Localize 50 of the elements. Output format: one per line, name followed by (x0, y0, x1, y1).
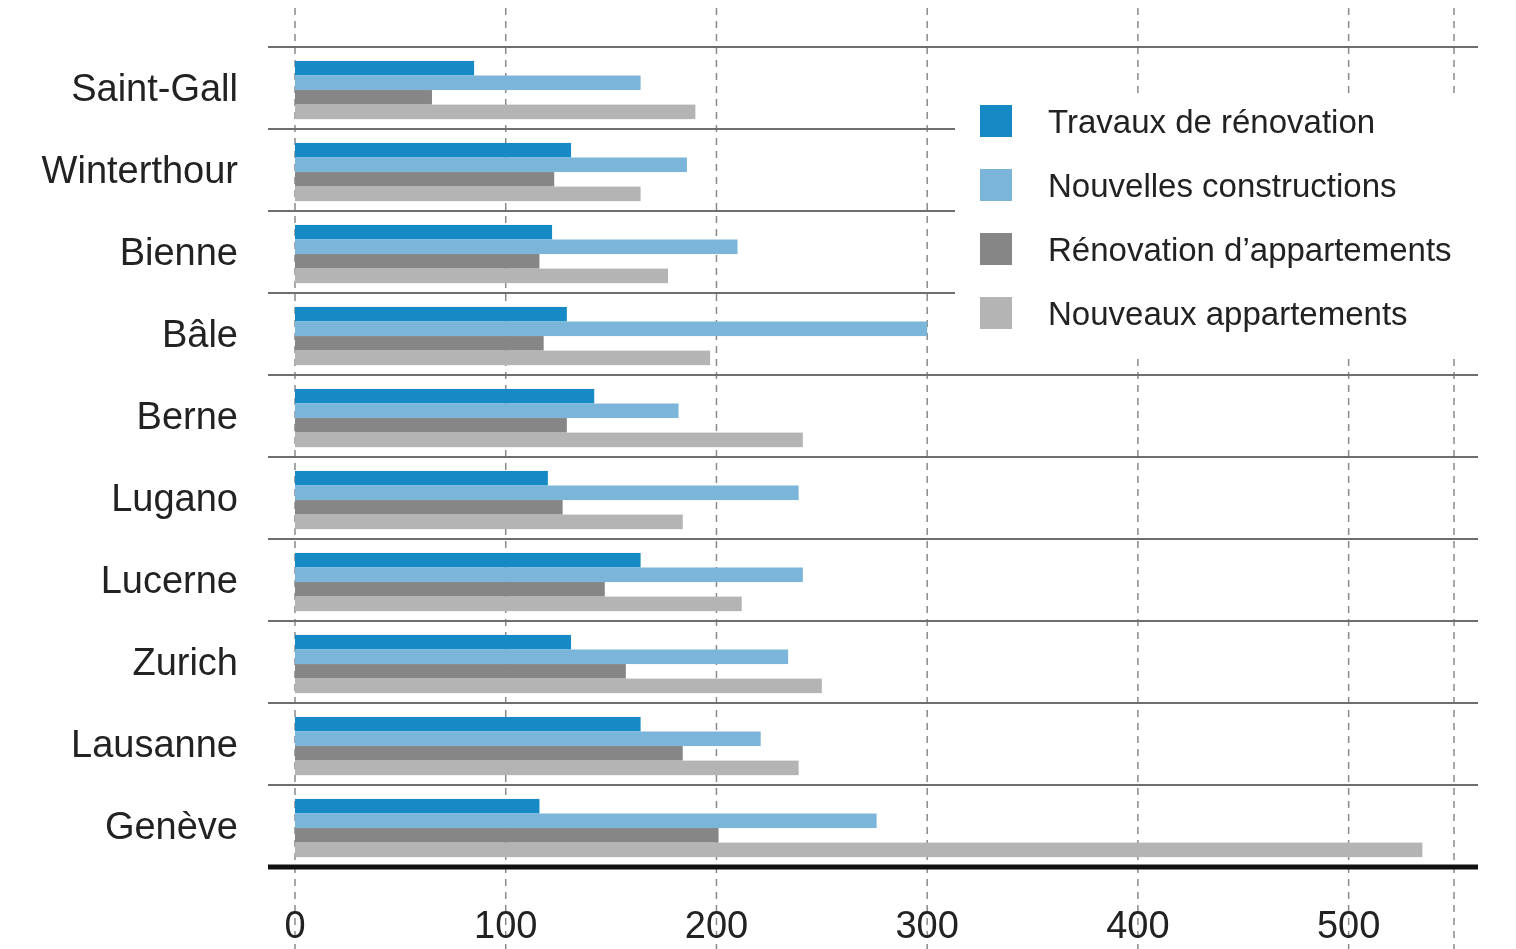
bar (295, 75, 641, 91)
bar (295, 634, 572, 650)
bar (295, 470, 548, 486)
bar (295, 224, 553, 240)
bar (295, 432, 803, 448)
bar (295, 104, 696, 120)
bar (295, 239, 738, 255)
bar (295, 157, 687, 173)
bar (295, 567, 803, 583)
bar (295, 760, 799, 776)
y-tick-label: Saint-Gall (71, 67, 238, 109)
bar (295, 60, 475, 76)
legend-label: Nouvelles constructions (1048, 167, 1397, 204)
bar (295, 350, 711, 366)
y-tick-label: Zurich (132, 641, 238, 683)
bar (295, 306, 567, 322)
y-tick-label: Berne (136, 395, 238, 437)
bar (295, 716, 641, 732)
bar (295, 403, 679, 419)
bar (295, 514, 683, 530)
bar (295, 552, 641, 568)
bar (295, 798, 540, 814)
x-tick-label: 300 (895, 904, 959, 946)
x-tick-label: 200 (684, 904, 749, 946)
y-tick-label: Genève (104, 805, 238, 847)
bar (295, 731, 761, 747)
y-tick-label: Bienne (119, 231, 238, 273)
bar (295, 142, 572, 158)
bar (295, 321, 928, 337)
y-tick-label: Winterthour (41, 149, 239, 191)
y-tick-label: Lucerne (100, 559, 238, 601)
legend-label: Nouveaux appartements (1048, 295, 1408, 332)
bar (295, 678, 822, 694)
bar (295, 388, 595, 404)
bar (295, 268, 668, 284)
bar (295, 842, 1423, 858)
bar (295, 813, 877, 829)
y-tick-label: Lausanne (71, 723, 238, 765)
y-tick-label: Lugano (111, 477, 238, 519)
bar (295, 485, 799, 501)
x-tick-label: 0 (284, 904, 306, 946)
bar (295, 186, 641, 202)
legend-label: Travaux de rénovation (1048, 103, 1376, 140)
y-tick-label: Bâle (161, 313, 238, 355)
bar (295, 596, 742, 612)
legend-label: Rénovation d’appartements (1048, 231, 1452, 268)
bar (295, 649, 789, 665)
x-tick-label: 400 (1106, 904, 1170, 946)
x-tick-label: 500 (1316, 904, 1381, 946)
x-tick-label: 100 (474, 904, 538, 946)
